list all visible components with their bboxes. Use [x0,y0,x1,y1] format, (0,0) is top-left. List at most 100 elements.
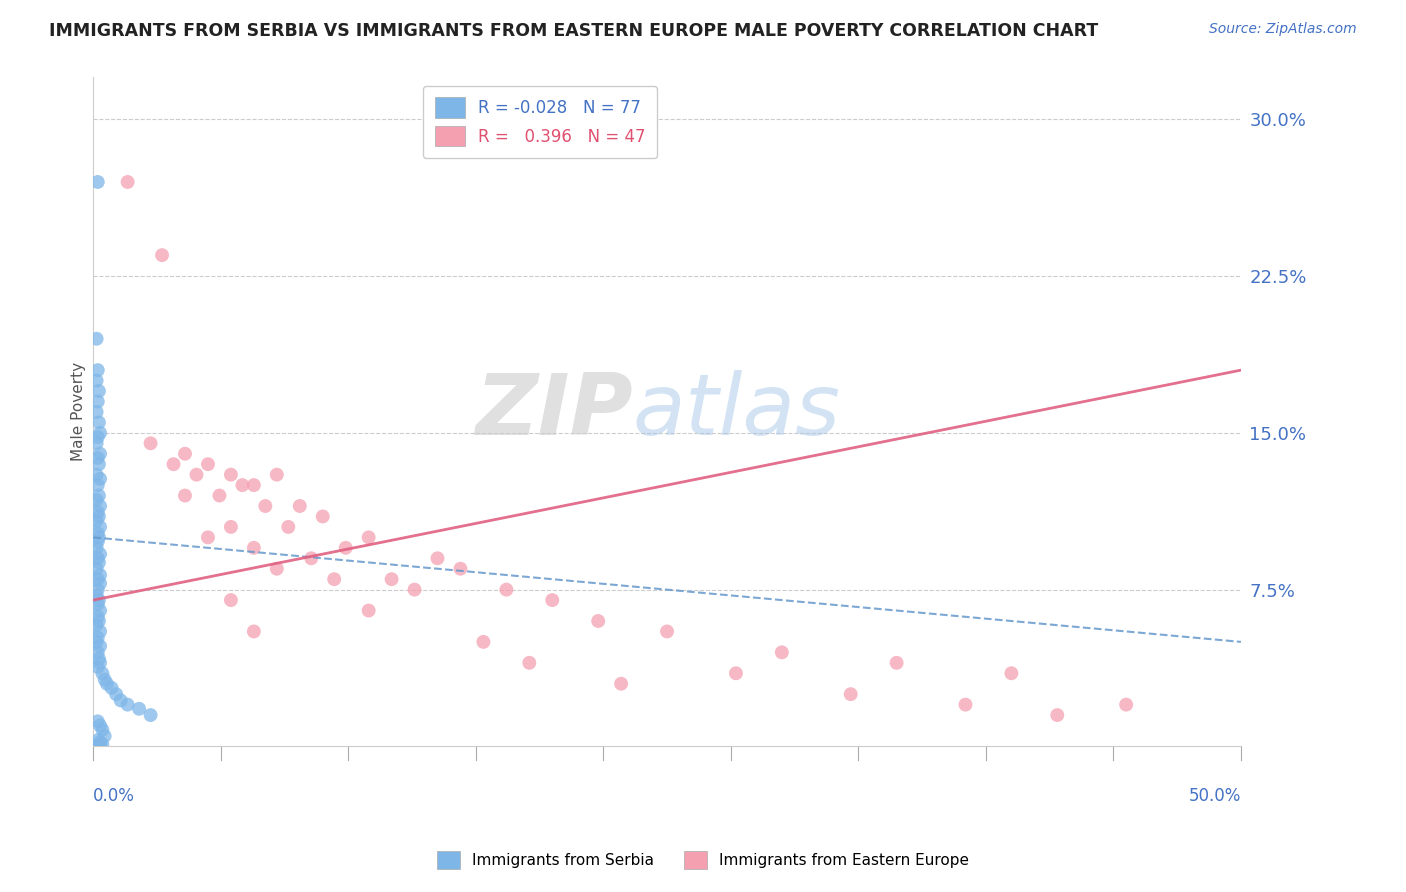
Point [87,582,110,597]
Point [87,572,110,586]
Point [231,478,253,492]
Point [128,702,150,716]
Point [288,499,311,513]
Point [87,593,110,607]
Point [323,572,346,586]
Point [1115,698,1137,712]
Point [86,514,108,528]
Point [357,530,380,544]
Point [1000,666,1022,681]
Text: Source: ZipAtlas.com: Source: ZipAtlas.com [1209,22,1357,37]
Point [186,467,208,482]
Point [87,739,110,754]
Point [87,384,110,398]
Point [299,551,322,566]
Point [277,520,299,534]
Point [117,175,139,189]
Point [89,547,111,561]
Point [87,489,110,503]
Point [87,551,110,566]
Point [219,520,242,534]
Point [197,530,219,544]
Y-axis label: Male Poverty: Male Poverty [72,362,86,461]
Point [86,562,108,576]
Point [87,714,110,729]
Point [105,687,128,701]
Point [86,739,108,754]
Point [139,708,162,723]
Point [495,582,517,597]
Point [89,447,111,461]
Point [86,374,108,388]
Point [381,572,404,586]
Point [93,729,115,743]
Point [243,478,266,492]
Legend: R = -0.028   N = 77, R =   0.396   N = 47: R = -0.028 N = 77, R = 0.396 N = 47 [423,86,657,158]
Point [87,556,110,570]
Point [162,457,184,471]
Point [724,666,747,681]
Point [87,609,110,624]
Point [610,676,633,690]
Point [87,739,110,754]
Point [586,614,609,628]
Point [886,656,908,670]
Point [87,505,110,519]
Point [89,735,111,749]
Point [312,509,335,524]
Point [770,645,793,659]
Point [100,681,122,695]
Point [89,718,111,732]
Point [89,425,111,440]
Point [86,492,108,507]
Point [243,541,266,555]
Point [87,739,110,754]
Point [87,363,110,377]
Point [87,631,110,645]
Point [87,175,110,189]
Point [87,526,110,541]
Point [96,676,118,690]
Text: 50.0%: 50.0% [1188,787,1241,805]
Point [86,541,108,555]
Point [87,457,110,471]
Text: IMMIGRANTS FROM SERBIA VS IMMIGRANTS FROM EASTERN EUROPE MALE POVERTY CORRELATIO: IMMIGRANTS FROM SERBIA VS IMMIGRANTS FRO… [49,22,1098,40]
Point [266,562,288,576]
Point [91,723,114,737]
Point [87,733,110,747]
Point [1046,708,1069,723]
Point [89,739,111,754]
Point [87,739,110,754]
Point [86,467,108,482]
Point [150,248,173,262]
Point [87,739,110,754]
Point [174,447,197,461]
Point [89,472,111,486]
Point [357,603,380,617]
Point [86,739,108,754]
Point [426,551,449,566]
Point [219,593,242,607]
Point [87,597,110,611]
Point [839,687,862,701]
Point [91,666,114,681]
Point [541,593,564,607]
Point [197,457,219,471]
Point [87,509,110,524]
Point [208,489,231,503]
Point [86,589,108,603]
Point [89,639,111,653]
Point [87,478,110,492]
Point [655,624,678,639]
Point [254,499,277,513]
Point [174,489,197,503]
Point [87,739,110,754]
Point [219,467,242,482]
Point [87,645,110,659]
Point [117,698,139,712]
Point [91,737,114,751]
Point [86,332,108,346]
Point [110,693,132,707]
Text: atlas: atlas [633,370,841,453]
Point [335,541,357,555]
